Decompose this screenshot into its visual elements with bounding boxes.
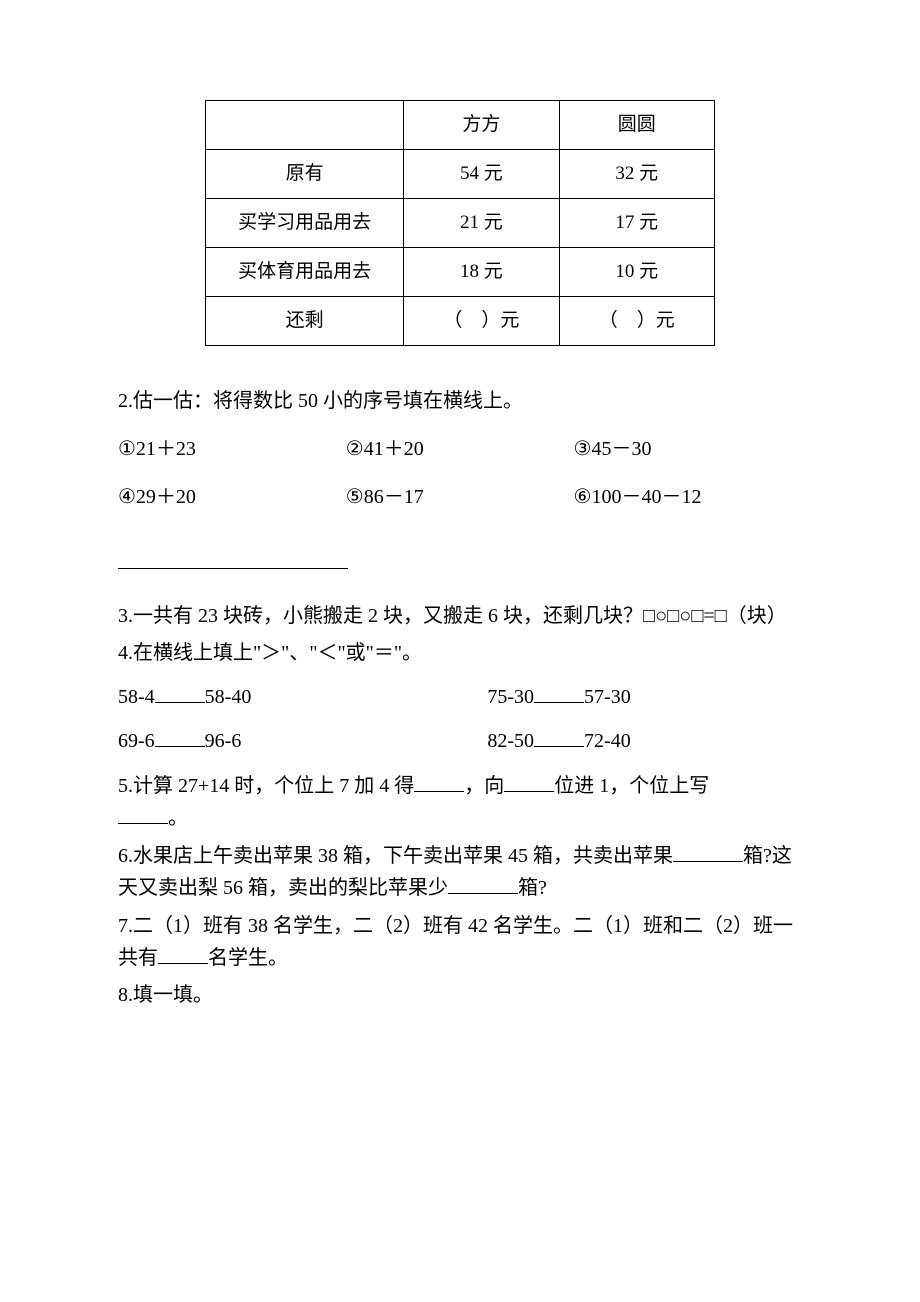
row-label: 买学习用品用去: [206, 199, 404, 248]
table-header-row: 方方 圆圆: [206, 101, 715, 150]
table-row: 买体育用品用去 18 元 10 元: [206, 248, 715, 297]
comp-left: 69-6: [118, 730, 155, 752]
comp-blank: [534, 682, 584, 703]
comp-blank: [155, 726, 205, 747]
q6-blank: [673, 841, 743, 862]
q5-text: 5.计算 27+14 时，个位上 7 加 4 得 ，向 位进 1，个位上写。: [118, 770, 802, 834]
row-cell: 54 元: [404, 150, 559, 199]
table-row: 买学习用品用去 21 元 17 元: [206, 199, 715, 248]
row-label: 买体育用品用去: [206, 248, 404, 297]
q5-blank: [414, 771, 464, 792]
comp-left: 82-50: [487, 730, 534, 752]
comp-right: 72-40: [584, 730, 631, 752]
q7-blank: [158, 943, 208, 964]
row-cell: （ ）元: [559, 297, 714, 346]
q6-part: 箱?: [518, 877, 547, 899]
header-blank: [206, 101, 404, 150]
row-cell: 10 元: [559, 248, 714, 297]
q5-part: 位进 1，个位上写: [554, 775, 709, 797]
q5-blank: [118, 803, 168, 824]
q6-blank: [448, 873, 518, 894]
q5-part: 5.计算 27+14 时，个位上 7 加 4 得: [118, 775, 414, 797]
q2-expr: ⑤86－17: [346, 482, 574, 512]
table-row: 原有 54 元 32 元: [206, 150, 715, 199]
row-cell: （ ）元: [404, 297, 559, 346]
q4-comp: 82-50 72-40: [487, 726, 802, 756]
row-label: 原有: [206, 150, 404, 199]
header-fangfang: 方方: [404, 101, 559, 150]
q2-row2: ④29＋20 ⑤86－17 ⑥100－40－12: [118, 482, 802, 512]
q4-prompt: 4.在横线上填上"＞"、"＜"或"＝"。: [118, 638, 802, 668]
q6-text: 6.水果店上午卖出苹果 38 箱，下午卖出苹果 45 箱，共卖出苹果箱?这天又卖…: [118, 840, 802, 904]
money-table: 方方 圆圆 原有 54 元 32 元 买学习用品用去 21 元 17 元 买体育…: [205, 100, 715, 346]
comp-blank: [155, 682, 205, 703]
q7-text: 7.二（1）班有 38 名学生，二（2）班有 42 名学生。二（1）班和二（2）…: [118, 910, 802, 974]
q5-part: ，向: [464, 775, 504, 797]
q4-row1: 58-4 58-40 75-30 57-30: [118, 682, 802, 712]
q2-answer-line: [118, 548, 348, 569]
comp-left: 75-30: [487, 686, 534, 708]
comp-right: 57-30: [584, 686, 631, 708]
row-label: 还剩: [206, 297, 404, 346]
q2-expr: ④29＋20: [118, 482, 346, 512]
comp-right: 58-40: [205, 686, 252, 708]
q3-text: 3.一共有 23 块砖，小熊搬走 2 块，又搬走 6 块，还剩几块？□○□○□=…: [118, 600, 802, 632]
row-cell: 17 元: [559, 199, 714, 248]
q6-part: 6.水果店上午卖出苹果 38 箱，下午卖出苹果 45 箱，共卖出苹果: [118, 845, 673, 867]
q4-comp: 75-30 57-30: [487, 682, 802, 712]
table-row: 还剩 （ ）元 （ ）元: [206, 297, 715, 346]
header-yuanyuan: 圆圆: [559, 101, 714, 150]
comp-blank: [534, 726, 584, 747]
row-cell: 18 元: [404, 248, 559, 297]
q5-blank: [504, 771, 554, 792]
q4-row2: 69-6 96-6 82-50 72-40: [118, 726, 802, 756]
q2-expr: ③45－30: [574, 434, 802, 464]
q4-comp: 58-4 58-40: [118, 682, 487, 712]
q2-expr: ②41＋20: [346, 434, 574, 464]
q2-expr: ①21＋23: [118, 434, 346, 464]
q5-part: 。: [168, 807, 188, 829]
row-cell: 32 元: [559, 150, 714, 199]
q8-text: 8.填一填。: [118, 980, 802, 1010]
q2-prompt: 2.估一估：将得数比 50 小的序号填在横线上。: [118, 386, 802, 416]
comp-right: 96-6: [205, 730, 242, 752]
q2-row1: ①21＋23 ②41＋20 ③45－30: [118, 434, 802, 464]
comp-left: 58-4: [118, 686, 155, 708]
row-cell: 21 元: [404, 199, 559, 248]
q7-part: 名学生。: [208, 947, 288, 969]
q4-comp: 69-6 96-6: [118, 726, 487, 756]
q2-expr: ⑥100－40－12: [574, 482, 802, 512]
